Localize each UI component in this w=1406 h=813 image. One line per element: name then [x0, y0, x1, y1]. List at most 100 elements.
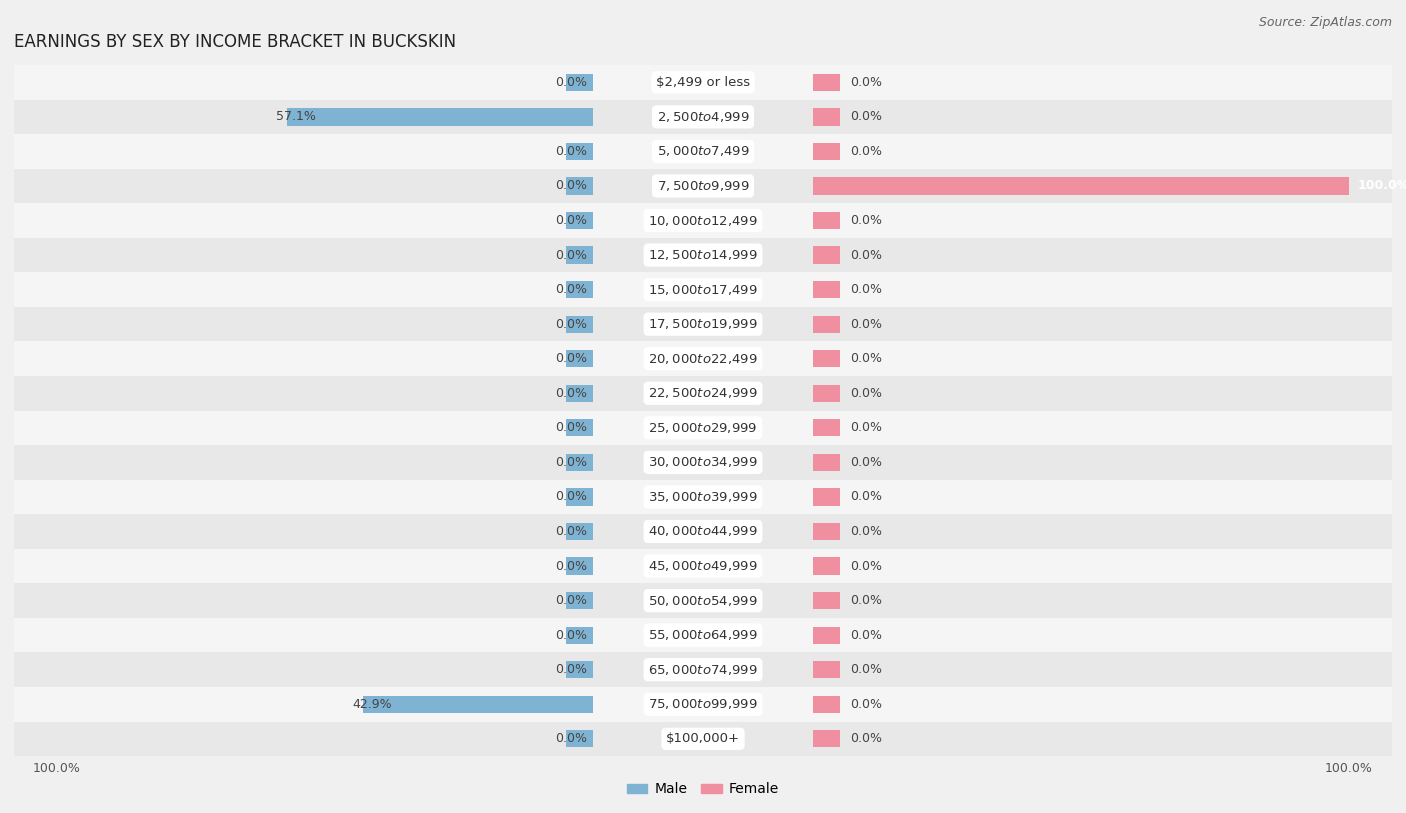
- Bar: [567, 385, 593, 402]
- Bar: [593, 134, 813, 168]
- Bar: [14, 134, 593, 168]
- Bar: [567, 489, 593, 506]
- Bar: [593, 480, 813, 514]
- Bar: [14, 99, 593, 134]
- Bar: [813, 514, 1392, 549]
- Text: 0.0%: 0.0%: [555, 733, 588, 746]
- Bar: [593, 722, 813, 756]
- Text: $10,000 to $12,499: $10,000 to $12,499: [648, 214, 758, 228]
- Bar: [593, 583, 813, 618]
- Bar: [593, 168, 813, 203]
- Bar: [813, 489, 839, 506]
- Text: $5,000 to $7,499: $5,000 to $7,499: [657, 145, 749, 159]
- Text: 0.0%: 0.0%: [555, 352, 588, 365]
- Bar: [813, 661, 839, 678]
- Bar: [14, 514, 593, 549]
- Text: 0.0%: 0.0%: [555, 421, 588, 434]
- Text: 0.0%: 0.0%: [555, 663, 588, 676]
- Bar: [363, 696, 593, 713]
- Text: $35,000 to $39,999: $35,000 to $39,999: [648, 490, 758, 504]
- Bar: [14, 687, 593, 722]
- Text: 0.0%: 0.0%: [555, 628, 588, 641]
- Text: 0.0%: 0.0%: [851, 594, 883, 607]
- Text: $45,000 to $49,999: $45,000 to $49,999: [648, 559, 758, 573]
- Bar: [813, 246, 839, 263]
- Bar: [813, 315, 839, 333]
- Text: $2,499 or less: $2,499 or less: [657, 76, 749, 89]
- Text: $75,000 to $99,999: $75,000 to $99,999: [648, 698, 758, 711]
- Bar: [14, 203, 593, 237]
- Legend: Male, Female: Male, Female: [621, 777, 785, 802]
- Text: 57.1%: 57.1%: [276, 111, 316, 124]
- Bar: [567, 74, 593, 91]
- Text: 0.0%: 0.0%: [555, 318, 588, 331]
- Bar: [813, 281, 839, 298]
- Text: EARNINGS BY SEX BY INCOME BRACKET IN BUCKSKIN: EARNINGS BY SEX BY INCOME BRACKET IN BUC…: [14, 33, 456, 50]
- Text: $22,500 to $24,999: $22,500 to $24,999: [648, 386, 758, 400]
- Bar: [593, 652, 813, 687]
- Text: 0.0%: 0.0%: [851, 145, 883, 158]
- Bar: [593, 687, 813, 722]
- Text: 0.0%: 0.0%: [555, 387, 588, 400]
- Bar: [14, 376, 593, 411]
- Bar: [593, 203, 813, 237]
- Bar: [813, 523, 839, 540]
- Text: $20,000 to $22,499: $20,000 to $22,499: [648, 352, 758, 366]
- Bar: [567, 212, 593, 229]
- Bar: [593, 65, 813, 99]
- Text: 0.0%: 0.0%: [851, 525, 883, 538]
- Bar: [14, 652, 593, 687]
- Bar: [14, 237, 593, 272]
- Bar: [813, 341, 1392, 376]
- Text: 0.0%: 0.0%: [555, 490, 588, 503]
- Text: $30,000 to $34,999: $30,000 to $34,999: [648, 455, 758, 469]
- Text: $50,000 to $54,999: $50,000 to $54,999: [648, 593, 758, 607]
- Text: 0.0%: 0.0%: [555, 249, 588, 262]
- Bar: [14, 445, 593, 480]
- Bar: [813, 420, 839, 437]
- Text: 0.0%: 0.0%: [555, 180, 588, 193]
- Bar: [567, 592, 593, 609]
- Bar: [593, 549, 813, 583]
- Bar: [593, 376, 813, 411]
- Bar: [14, 307, 593, 341]
- Bar: [567, 350, 593, 367]
- Bar: [567, 177, 593, 194]
- Bar: [567, 143, 593, 160]
- Bar: [14, 480, 593, 514]
- Text: 0.0%: 0.0%: [851, 559, 883, 572]
- Text: 0.0%: 0.0%: [555, 525, 588, 538]
- Text: 0.0%: 0.0%: [851, 490, 883, 503]
- Text: 0.0%: 0.0%: [851, 421, 883, 434]
- Bar: [593, 341, 813, 376]
- Bar: [593, 618, 813, 652]
- Bar: [813, 618, 1392, 652]
- Bar: [813, 730, 839, 747]
- Text: 0.0%: 0.0%: [851, 318, 883, 331]
- Bar: [593, 237, 813, 272]
- Text: 0.0%: 0.0%: [555, 145, 588, 158]
- Bar: [14, 168, 593, 203]
- Bar: [287, 108, 593, 125]
- Text: Source: ZipAtlas.com: Source: ZipAtlas.com: [1258, 16, 1392, 29]
- Bar: [567, 523, 593, 540]
- Bar: [593, 514, 813, 549]
- Bar: [14, 583, 593, 618]
- Bar: [813, 350, 839, 367]
- Bar: [567, 246, 593, 263]
- Text: 0.0%: 0.0%: [851, 628, 883, 641]
- Bar: [567, 420, 593, 437]
- Bar: [813, 74, 839, 91]
- Bar: [813, 376, 1392, 411]
- Text: 0.0%: 0.0%: [555, 76, 588, 89]
- Text: 0.0%: 0.0%: [555, 456, 588, 469]
- Bar: [813, 454, 839, 471]
- Text: $17,500 to $19,999: $17,500 to $19,999: [648, 317, 758, 331]
- Bar: [14, 272, 593, 307]
- Bar: [593, 411, 813, 445]
- Bar: [813, 549, 1392, 583]
- Text: 0.0%: 0.0%: [851, 456, 883, 469]
- Bar: [813, 652, 1392, 687]
- Bar: [813, 237, 1392, 272]
- Bar: [14, 411, 593, 445]
